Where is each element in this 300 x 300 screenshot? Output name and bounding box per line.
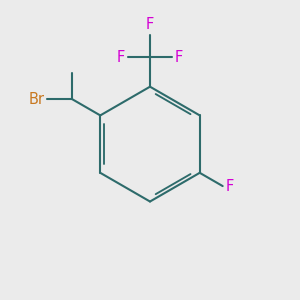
Text: F: F xyxy=(175,50,183,65)
Text: F: F xyxy=(146,16,154,32)
Text: Br: Br xyxy=(29,92,45,107)
Text: F: F xyxy=(226,178,234,194)
Text: F: F xyxy=(117,50,125,65)
